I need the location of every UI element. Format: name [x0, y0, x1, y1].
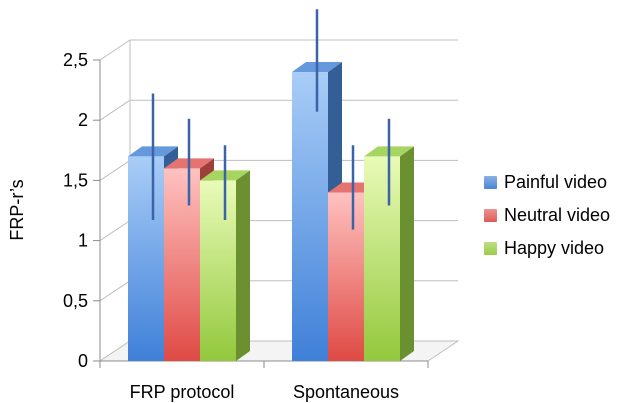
- bar-front: [164, 168, 200, 361]
- bar-front: [328, 192, 364, 361]
- bar-side: [400, 146, 414, 361]
- y-tick-label: 1: [78, 231, 88, 251]
- axis-labels: 0 0,5 1 1,5 2 2,5 FRP protocol Spontaneous: [63, 50, 399, 402]
- x-tick-label: FRP protocol: [130, 382, 235, 402]
- y-axis-title: FRP-r’s: [7, 179, 27, 240]
- legend-item-painful: Painful video: [484, 166, 632, 199]
- bar-front: [364, 156, 400, 361]
- x-tick-label: Spontaneous: [293, 382, 399, 402]
- legend-label-neutral: Neutral video: [504, 205, 611, 225]
- legend-item-happy: Happy video: [484, 232, 632, 265]
- legend-swatch-happy: [484, 242, 497, 255]
- bars: [128, 62, 414, 361]
- bar: [200, 170, 250, 361]
- bar-front: [128, 156, 164, 361]
- y-tick-label: 0: [78, 351, 88, 371]
- legend: Painful video Neutral video Happy video: [484, 166, 632, 265]
- gridline: [99, 99, 458, 121]
- error-bars: [151, 9, 391, 230]
- bar-front: [200, 180, 236, 361]
- bar-front: [292, 72, 328, 361]
- y-tick-label: 2: [78, 110, 88, 130]
- legend-swatch-neutral: [484, 209, 497, 222]
- legend-label-happy: Happy video: [504, 238, 605, 258]
- legend-item-neutral: Neutral video: [484, 199, 632, 232]
- y-tick-label: 2,5: [63, 50, 88, 70]
- bar-side: [236, 170, 250, 361]
- legend-swatch-painful: [484, 176, 497, 189]
- gridline: [99, 39, 458, 61]
- y-tick-label: 0,5: [63, 291, 88, 311]
- y-tick-label: 1,5: [63, 170, 88, 190]
- legend-label-painful: Painful video: [504, 172, 608, 192]
- bar: [364, 146, 414, 361]
